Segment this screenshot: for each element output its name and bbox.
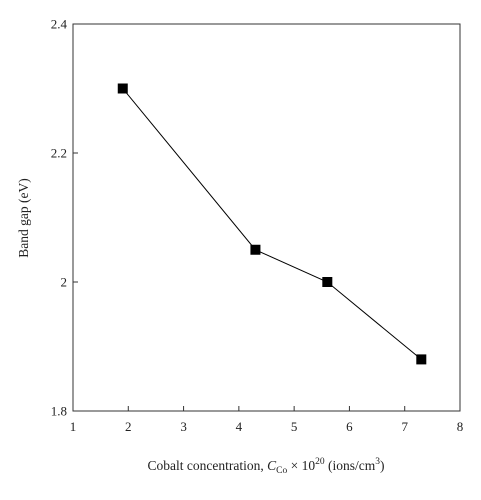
x-axis-label-unit-exponent: 3 <box>375 457 380 467</box>
x-tick-label: 8 <box>457 419 464 434</box>
x-axis-label: Cobalt concentration, CCo × 1020 (ions/c… <box>148 457 385 476</box>
series-line <box>122 88 422 360</box>
x-axis-label-subscript: Co <box>276 466 287 476</box>
x-tick-label: 4 <box>236 419 243 434</box>
x-tick-label: 2 <box>125 419 132 434</box>
data-series <box>117 83 427 365</box>
x-axis-label-unit-open: (ions/cm <box>325 458 376 473</box>
x-axis-label-exponent: 20 <box>315 457 325 467</box>
data-point-marker <box>117 83 128 94</box>
y-axis-ticks: 1.8 2 2.2 2.4 <box>51 17 78 419</box>
y-tick-label: 2.2 <box>51 146 67 161</box>
x-axis-label-prefix: Cobalt concentration, <box>148 458 268 473</box>
x-tick-label: 7 <box>401 419 408 434</box>
x-axis-label-times: × 10 <box>287 458 315 473</box>
x-tick-label: 6 <box>346 419 353 434</box>
x-axis-ticks: 1 2 3 4 5 6 7 8 <box>70 406 464 434</box>
x-tick-label: 1 <box>70 419 77 434</box>
y-tick-label: 2.4 <box>51 17 68 32</box>
y-axis-label: Band gap (eV) <box>16 178 31 257</box>
data-point-marker <box>416 354 427 365</box>
y-tick-label: 1.8 <box>51 404 67 419</box>
x-axis-label-unit-close: ) <box>380 458 385 473</box>
y-tick-label: 2 <box>61 275 68 290</box>
x-tick-label: 5 <box>291 419 298 434</box>
x-tick-label: 3 <box>180 419 187 434</box>
plot-frame <box>72 23 461 412</box>
data-point-marker <box>322 277 333 287</box>
x-axis-label-symbol: C <box>267 458 277 473</box>
data-point-marker <box>250 244 261 255</box>
